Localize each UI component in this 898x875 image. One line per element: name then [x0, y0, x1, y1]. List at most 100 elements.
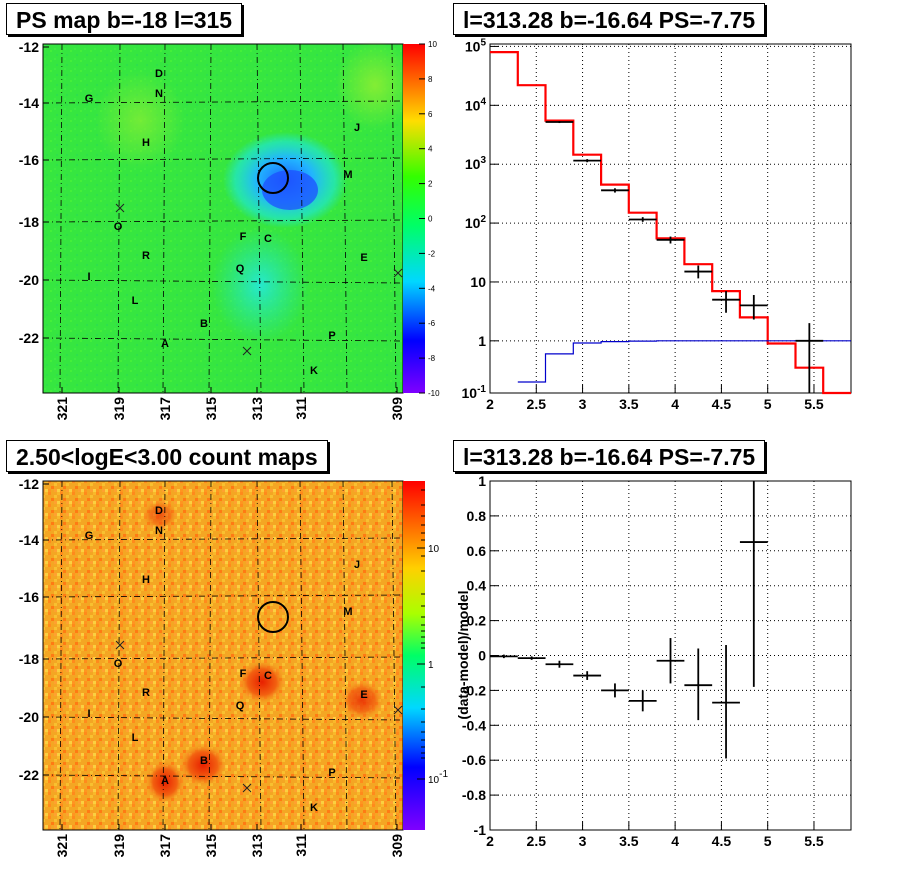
count-colorbar-tick-label: 1	[428, 660, 434, 671]
count-map-ytick-label: -12	[19, 476, 39, 492]
ps-map-source-label: D	[155, 68, 163, 80]
count-map-source-labels: DN G H J M O F C R Q E I L B P A K	[85, 505, 403, 814]
count-map-hot-spot-a	[145, 760, 185, 804]
count-map-hot-spot-e	[340, 680, 384, 720]
residual-xtick-label: 5.5	[804, 833, 824, 849]
count-map-source-label: G	[85, 530, 94, 542]
spectrum-series	[490, 51, 851, 395]
spectrum-xticks: 2 2.5 3 3.5 4 4.5 5 5.5	[486, 385, 824, 412]
spectrum-step-line	[517, 340, 851, 383]
count-map-source-label: B	[200, 755, 208, 767]
count-map-source-label: O	[114, 658, 123, 670]
ps-map-lime-region-ne	[335, 40, 415, 130]
count-map-grid-vline	[208, 480, 212, 831]
ps-colorbar-tick-label: -10	[428, 389, 440, 398]
residual-ytick-label: 0.2	[467, 613, 487, 629]
count-map-cross-marker	[115, 640, 125, 650]
ps-colorbar-tick-label: -8	[428, 354, 436, 363]
ps-map-cross-marker	[115, 203, 125, 213]
count-map-grid-hline	[42, 656, 404, 660]
spectrum-xtick-label: 5.5	[804, 396, 824, 412]
ps-map-xticks: 321 319 317 315 313 311 309	[54, 387, 405, 420]
ps-map-ytick-label: -12	[19, 39, 39, 55]
residual-xtick-label: 3	[579, 833, 587, 849]
count-map-source-label: J	[354, 559, 360, 571]
spectrum-xtick-label: 4.5	[712, 396, 732, 412]
count-map-grid	[42, 480, 404, 831]
count-map-grid-vline	[162, 480, 166, 831]
ps-map-xtick-label: 319	[111, 397, 127, 421]
ps-map-title: PS map b=-18 l=315	[6, 3, 243, 35]
ps-colorbar-tick-label: 0	[428, 215, 433, 224]
ps-map-source-label: B	[200, 318, 208, 330]
residual-xticks: 2 2.5 3 3.5 4 4.5 5 5.5	[486, 822, 824, 849]
residual-ytick-label: -0.6	[462, 752, 486, 768]
count-colorbar-tick-label: 10	[428, 544, 440, 555]
count-map-source-label: Q	[236, 700, 245, 712]
ps-map-ytick-label: -22	[19, 330, 39, 346]
count-map-xtick-label: 309	[389, 834, 405, 858]
residual-xtick-label: 3.5	[619, 833, 639, 849]
count-map-source-label: R	[142, 687, 150, 699]
residual-ytick-label: -0.2	[462, 682, 486, 698]
ps-map-grid-vline	[391, 43, 397, 394]
count-map-xticks: 321 319 317 315 313 311 309	[54, 824, 405, 857]
count-map-grid-hline	[42, 594, 404, 598]
residual-ytick-label: 0.4	[467, 578, 487, 594]
residual-xtick-label: 4.5	[712, 833, 732, 849]
residual-yticks: 1 0.8 0.6 0.4 0.2 0 -0.2 -0.4 -0.6 -0.8 -1	[462, 473, 499, 838]
residual-xtick-label: 2.5	[527, 833, 547, 849]
ps-map-grid-vline	[162, 43, 166, 394]
count-colorbar	[403, 481, 425, 830]
ps-map-grid-vline	[342, 43, 348, 394]
ps-map-grid-vline	[117, 43, 121, 394]
count-map-source-label: H	[142, 574, 150, 586]
ps-map-xtick-label: 311	[293, 397, 309, 420]
ps-map-cyan-region-s	[212, 227, 308, 343]
count-map-source-label: K	[310, 802, 318, 814]
count-map-hot-spot-d	[142, 499, 178, 531]
ps-map-source-label: I	[87, 271, 90, 283]
ps-map-source-label: R	[142, 250, 150, 262]
count-map-source-label: L	[132, 732, 139, 744]
ps-colorbar-tick-label: 2	[428, 180, 433, 189]
count-map-xtick-label: 315	[203, 834, 219, 858]
spectrum-frame	[489, 43, 852, 394]
ps-map-xtick-label: 317	[157, 397, 173, 421]
ps-map-grid-vline	[208, 43, 212, 394]
spectrum-xtick-label: 2.5	[527, 396, 547, 412]
ps-map-grid-hline	[42, 219, 404, 223]
count-map-grid-vline	[256, 480, 262, 831]
ps-map-source-label: K	[310, 365, 318, 377]
ps-map-source-label: J	[354, 122, 360, 134]
count-map-grid-vline	[299, 480, 305, 831]
count-map-ytick-label: -14	[19, 532, 39, 548]
ps-map-grid-vline	[299, 43, 305, 394]
ps-colorbar-tick-label: -2	[428, 249, 436, 258]
ps-map-source-label: L	[132, 295, 139, 307]
residual-ytick-label: -1	[474, 822, 487, 838]
spectrum-ytick-label: 10	[470, 274, 486, 290]
ps-map-source-label: C	[264, 233, 272, 245]
count-map-grid-vline	[59, 480, 63, 831]
spectrum-ytick-label: 103	[465, 155, 487, 172]
ps-map-source-labels: DN G H J M O F C R Q E I L B P A K	[85, 68, 403, 377]
count-map-grid-vline	[342, 480, 348, 831]
ps-map-source-label: P	[328, 330, 335, 342]
residual-ylabel: (data-model)/model	[455, 590, 471, 719]
residual-ytick-label: -0.4	[462, 717, 486, 733]
spectrum-ytick-label: 10-1	[462, 384, 487, 401]
residual-ytick-label: 0.8	[467, 508, 487, 524]
count-map-source-label: E	[360, 689, 367, 701]
ps-colorbar-tick-label: 4	[428, 145, 433, 154]
ps-colorbar-tick-label: 8	[428, 75, 433, 84]
ps-map-source-label: F	[240, 231, 247, 243]
count-map-title: 2.50<logE<3.00 count maps	[6, 440, 328, 472]
ps-map-source-label: Q	[236, 263, 245, 275]
ps-map-ytick-label: -14	[19, 95, 39, 111]
count-map-target-circle	[257, 601, 289, 633]
ps-map-xtick-label: 309	[389, 397, 405, 421]
ps-map-grid-vline	[256, 43, 262, 394]
